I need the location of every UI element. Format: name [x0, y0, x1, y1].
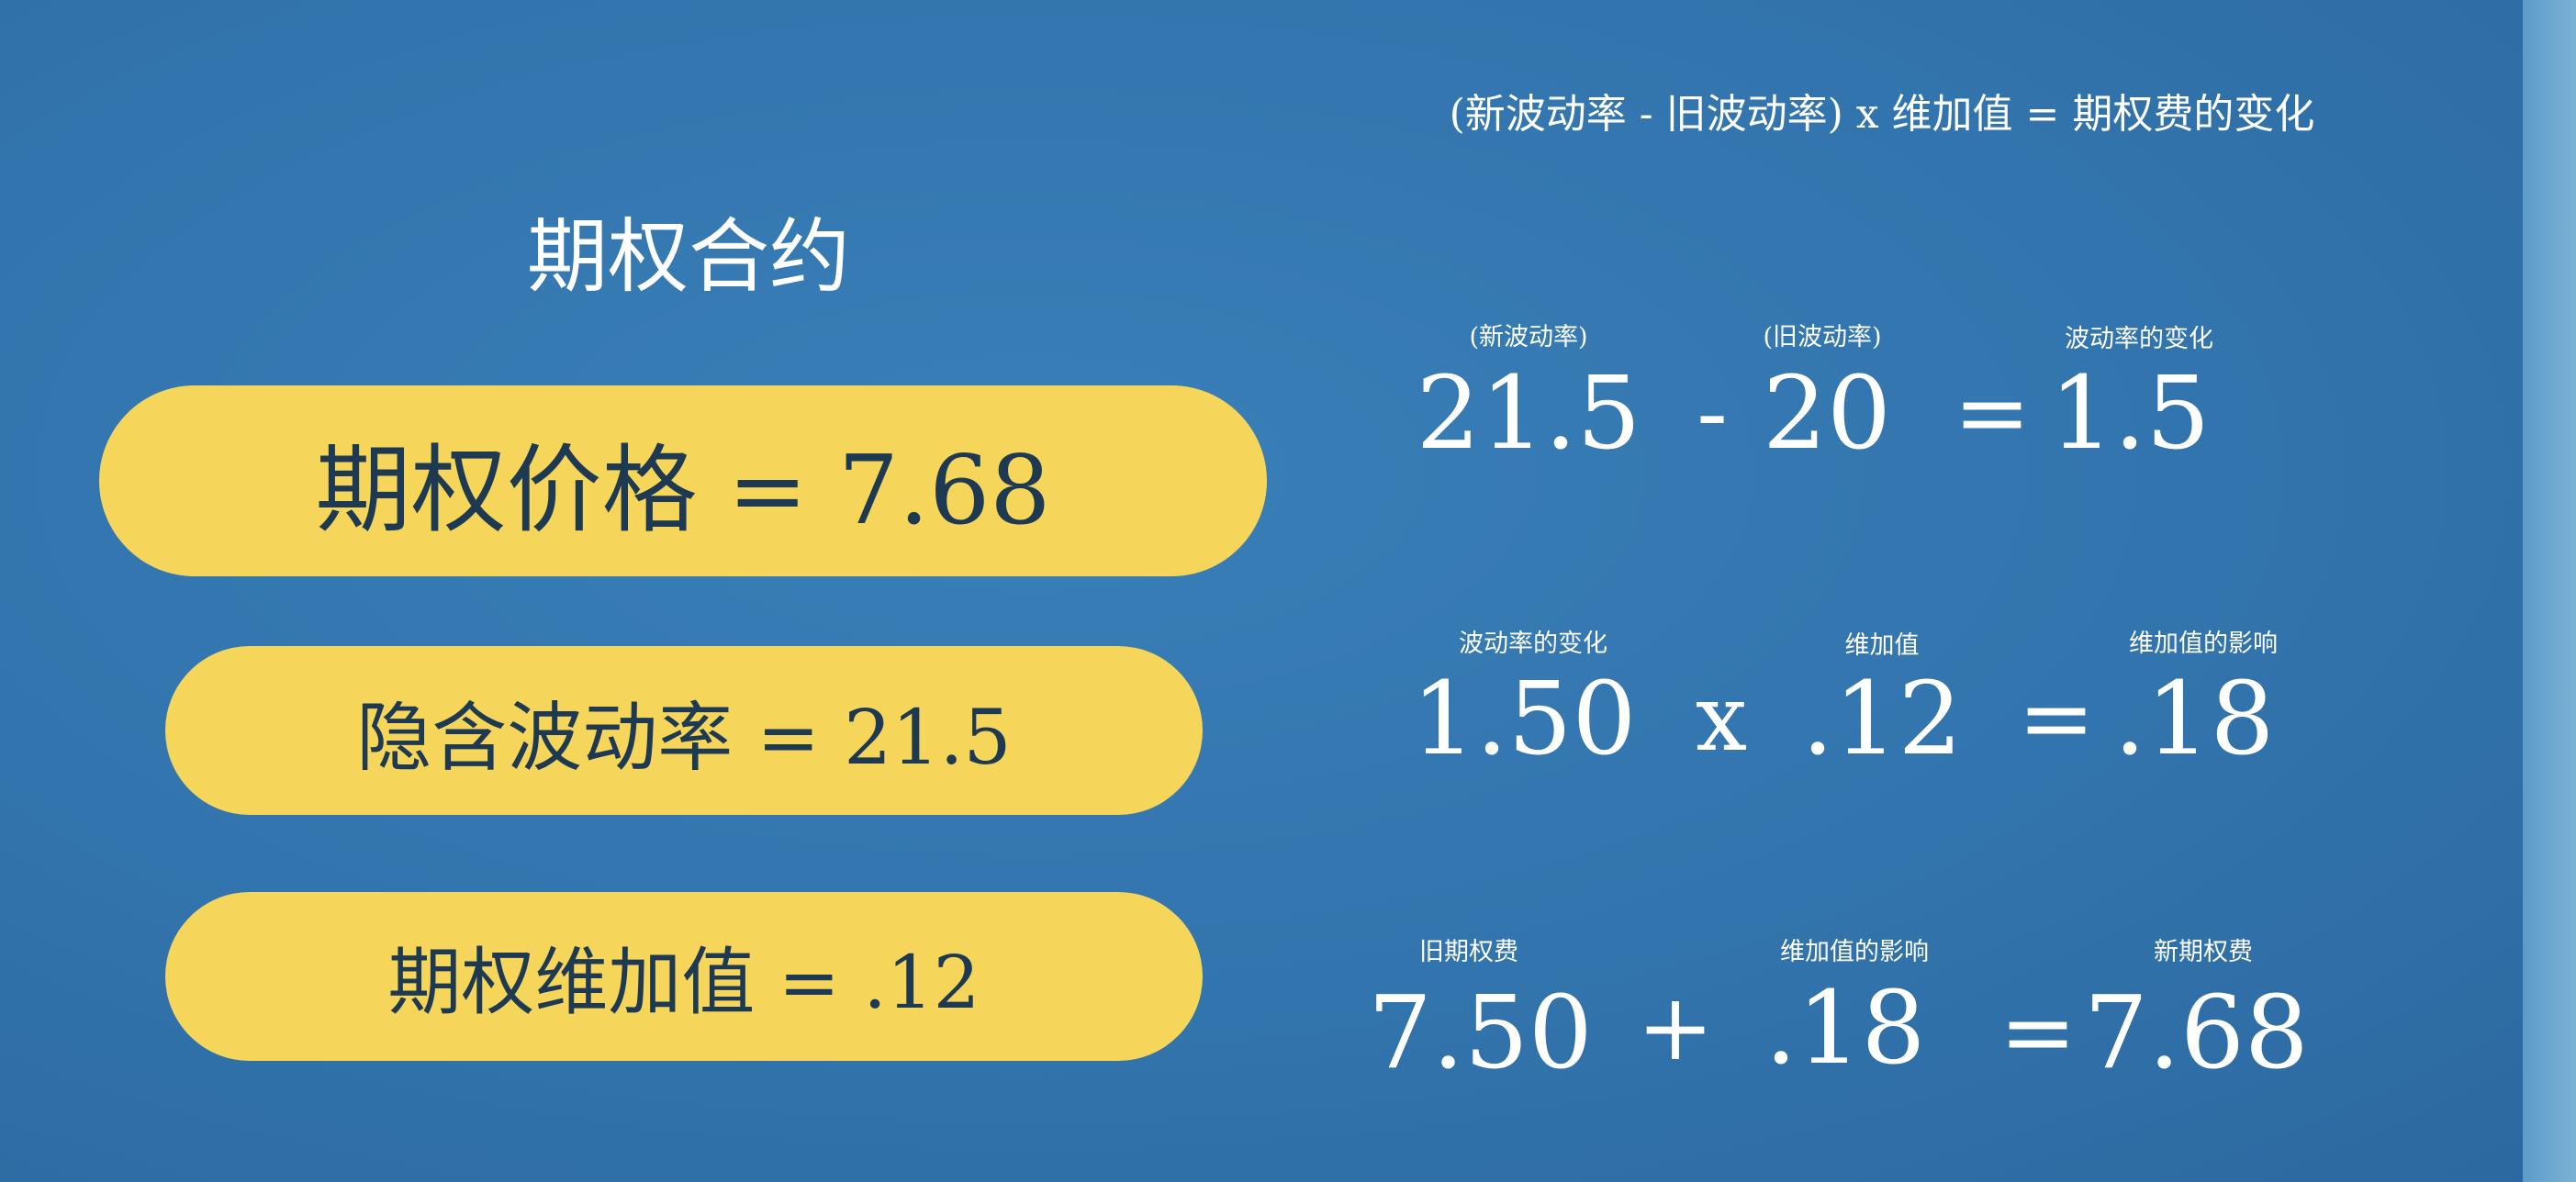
right-edge-strip [2523, 0, 2576, 1182]
row1-value-old-vol: 20 [1763, 354, 1891, 472]
option-price-text: 期权价格 = 7.68 [315, 433, 1051, 546]
row2-label-vol-change: 波动率的变化 [1459, 630, 1607, 658]
option-vega-text: 期权维加值 = .12 [387, 940, 980, 1025]
row1-minus-operator: - [1697, 359, 1728, 466]
row1-label-vol-change: 波动率的变化 [2065, 325, 2213, 353]
row1-equals-operator: = [1954, 359, 2031, 466]
row1-value-vol-change: 1.5 [2049, 354, 2211, 472]
row2-value-vega-impact: .18 [2113, 660, 2275, 777]
row2-label-vega-impact: 维加值的影响 [2129, 630, 2278, 658]
row3-value-new-premium: 7.68 [2084, 974, 2309, 1091]
row2-multiply-operator: x [1695, 664, 1748, 772]
row2-equals-operator: = [2018, 664, 2095, 772]
option-vega-pill: 期权维加值 = .12 [165, 892, 1203, 1061]
row2-label-vega: 维加值 [1844, 631, 1920, 660]
row1-label-new-vol: (新波动率) [1469, 323, 1588, 351]
row1-value-new-vol: 21.5 [1416, 354, 1641, 472]
row2-value-vega: .12 [1801, 660, 1963, 777]
option-price-pill: 期权价格 = 7.68 [99, 385, 1267, 576]
row1-label-old-vol: (旧波动率) [1763, 323, 1882, 351]
row3-label-new-premium: 新期权费 [2154, 938, 2253, 966]
row3-label-vega-impact: 维加值的影响 [1780, 938, 1929, 966]
implied-volatility-pill: 隐含波动率 = 21.5 [165, 646, 1203, 815]
row3-equals-operator: = [1999, 978, 2077, 1086]
row3-label-old-premium: 旧期权费 [1419, 938, 1518, 966]
formula-header: (新波动率 - 旧波动率) x 维加值 = 期权费的变化 [1449, 91, 2315, 138]
row3-plus-operator: + [1637, 974, 1714, 1081]
implied-volatility-text: 隐含波动率 = 21.5 [356, 694, 1012, 782]
page-title: 期权合约 [526, 209, 850, 304]
row3-value-old-premium: 7.50 [1368, 974, 1593, 1091]
row3-value-vega-impact: .18 [1764, 969, 1926, 1087]
row2-value-vol-change: 1.50 [1411, 660, 1637, 777]
